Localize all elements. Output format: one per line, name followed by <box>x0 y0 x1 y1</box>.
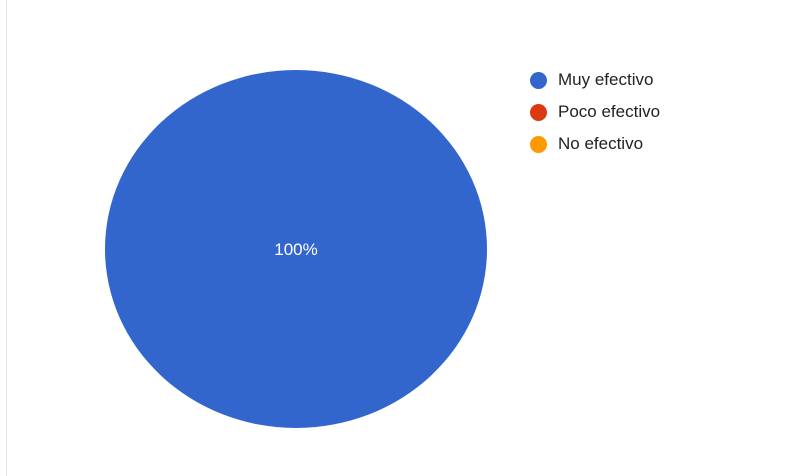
chart-legend: Muy efectivo Poco efectivo No efectivo <box>530 68 660 164</box>
legend-swatch-icon <box>530 103 547 121</box>
pie-slice-muy-efectivo <box>105 70 487 428</box>
frame-edge <box>6 0 7 476</box>
legend-item: Poco efectivo <box>530 100 660 124</box>
legend-item: Muy efectivo <box>530 68 660 92</box>
legend-label: No efectivo <box>558 134 644 153</box>
legend-item: No efectivo <box>530 132 660 156</box>
pie-slice-label: 100% <box>274 240 317 259</box>
legend-swatch-icon <box>530 135 547 153</box>
legend-label: Poco efectivo <box>558 102 661 121</box>
legend-label: Muy efectivo <box>558 70 654 89</box>
legend-swatch-icon <box>530 71 547 89</box>
